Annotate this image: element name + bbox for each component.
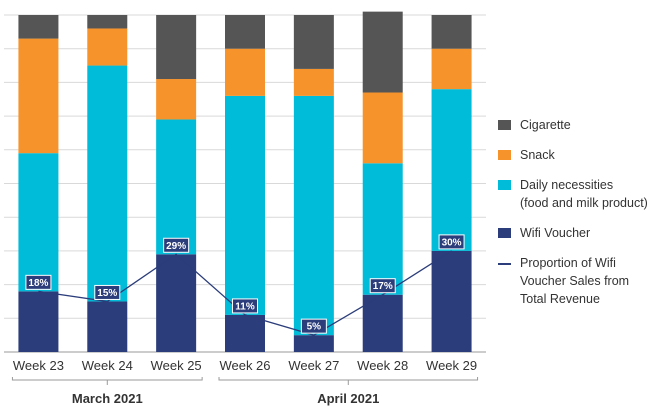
x-tick-label: Week 23 — [13, 358, 64, 373]
x-tick-label: Week 29 — [426, 358, 477, 373]
legend-swatch — [498, 120, 511, 130]
data-label-box — [438, 234, 465, 250]
bar-segment — [156, 254, 197, 352]
bar-segment — [431, 89, 472, 251]
bar-segment — [362, 92, 403, 164]
bar-segment — [362, 163, 403, 295]
bar-segment — [431, 48, 472, 90]
legend-swatch — [498, 228, 511, 238]
bar-segment — [293, 15, 334, 69]
data-label-box — [300, 318, 327, 334]
x-axis: Week 23 Week 24 Week 25 Week 26 Week 27 Week … — [11, 358, 479, 406]
legend-label: Snack — [520, 148, 555, 162]
bar-segment — [431, 15, 472, 49]
month-label: March 2021 — [72, 391, 143, 406]
legend-item: Wifi Voucher — [498, 224, 668, 242]
legend: Cigarette Snack Daily necessities (food an… — [498, 116, 668, 320]
bar-segment — [156, 79, 197, 120]
bar-segment — [362, 11, 403, 93]
bar-segment — [225, 95, 265, 315]
bar-segment — [87, 301, 128, 352]
bar-segment — [18, 15, 59, 39]
legend-item: Snack — [498, 146, 668, 164]
bar-segment — [87, 15, 128, 29]
bar-segment — [18, 38, 59, 154]
legend-item: Daily necessities (food and milk product… — [498, 176, 668, 212]
data-label: 18% — [28, 278, 48, 289]
data-label: 17% — [373, 281, 393, 292]
legend-item: Cigarette — [498, 116, 668, 134]
month-bracket — [11, 377, 203, 381]
data-label-box — [25, 274, 52, 290]
data-label: 5% — [307, 322, 322, 333]
month-bracket — [218, 377, 479, 381]
data-label: 15% — [97, 288, 117, 299]
legend-swatch — [498, 150, 511, 160]
data-label: 11% — [235, 301, 255, 312]
legend-line-swatch — [498, 263, 511, 265]
data-label-box — [163, 237, 190, 253]
bar-segment — [293, 68, 334, 96]
legend-label: Wifi Voucher — [520, 226, 591, 240]
trend-line — [38, 250, 452, 336]
bar-segment — [87, 65, 128, 302]
legend-swatch — [498, 180, 511, 190]
x-tick-label: Week 26 — [219, 358, 270, 373]
month-label: April 2021 — [317, 391, 379, 406]
bar-segment — [293, 95, 334, 336]
bar-segment — [431, 250, 472, 352]
x-tick-label: Week 28 — [357, 358, 408, 373]
x-tick-label: Week 27 — [288, 358, 339, 373]
bar-stacks — [18, 11, 472, 352]
legend-label: Cigarette — [520, 118, 571, 132]
bar-segment — [225, 48, 265, 96]
data-label-box — [232, 298, 258, 314]
bar-segment — [293, 335, 334, 352]
bar-segment — [156, 15, 197, 80]
data-label: 30% — [442, 237, 462, 248]
bar-segment — [225, 15, 265, 49]
x-tick-label: Week 24 — [82, 358, 133, 373]
bar-segment — [156, 119, 197, 255]
bar-segment — [18, 291, 59, 352]
legend-label: Proportion of Wifi Voucher Sales from To… — [520, 256, 630, 306]
trend-line-group: 18% 15% 29% 11% 5% 17% 30% — [25, 234, 465, 336]
legend-label: Daily necessities (food and milk product… — [520, 178, 648, 210]
bar-segment — [362, 294, 403, 352]
data-label: 29% — [166, 241, 186, 252]
bar-segment — [225, 314, 265, 352]
bar-segment — [18, 153, 59, 292]
data-label-box — [94, 284, 121, 300]
data-label-box — [369, 278, 396, 294]
bar-segment — [87, 28, 128, 66]
x-tick-label: Week 25 — [151, 358, 202, 373]
legend-item-line: Proportion of Wifi Voucher Sales from To… — [498, 254, 668, 308]
